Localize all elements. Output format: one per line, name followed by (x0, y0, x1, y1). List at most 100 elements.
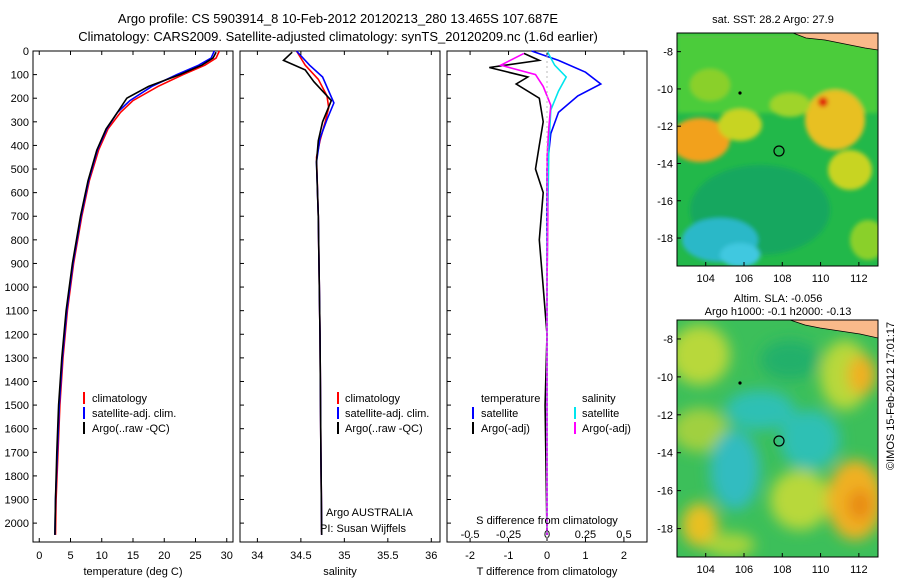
sst-map-field (677, 33, 878, 266)
x-tick-label: 104 (697, 564, 715, 576)
y-tick-label: 0 (23, 46, 29, 58)
x-tick-label: -1 (504, 550, 514, 562)
salinity-legend: climatology satellite-adj. clim. Argo(..… (337, 392, 429, 435)
series-line-argo-adj- (489, 52, 548, 535)
y-tick-label: 1800 (5, 471, 29, 483)
x-tick-label: 20 (158, 550, 170, 562)
x-tick-label: 15 (127, 550, 139, 562)
difference-panel: -2 -1 0 1 2 -0.5 -0.25 0 0.25 0.5 S difference fr… (446, 50, 648, 578)
y-tick-label: -12 (657, 121, 673, 133)
sst-map-axes: 104 106 108 110 112 -8 -10 -12 -14 -16 -18 (657, 47, 868, 285)
sla-map-frame (676, 319, 879, 558)
y-tick-label: -8 (663, 47, 673, 59)
y-tick-label: 2000 (5, 518, 29, 530)
x-tick-label: 30 (221, 550, 233, 562)
sst-map-frame (676, 32, 879, 267)
x-tick-label: 108 (773, 273, 791, 285)
y-tick-label: 1200 (5, 329, 29, 341)
y-tick-label: 1000 (5, 282, 29, 294)
y-tick-label: 1900 (5, 495, 29, 507)
legend-label-t-argo: Argo(-adj) (481, 423, 530, 435)
y-tick-label: -8 (663, 334, 673, 346)
x-tick-label: 5 (67, 550, 73, 562)
sst-map-panel: sat. SST: 28.2 Argo: 27.9 10 (657, 14, 879, 285)
y-tick-label: -12 (657, 410, 673, 422)
salinity-panel: 34 34.5 35 35.5 36 salinity climatology sate… (239, 50, 441, 578)
x-tick-label: 110 (812, 564, 830, 576)
x-tick-label: 2 (621, 550, 627, 562)
difference-legend: temperature satellite Argo(-adj) salinit… (472, 393, 631, 435)
copyright-timestamp: ©IMOS 15-Feb-2012 17:01:17 (885, 322, 897, 470)
temperature-axes: 0 5 10 15 20 25 300100200300400500600700800900… (5, 46, 233, 562)
x-tick-label: 1 (582, 550, 588, 562)
x-tick-label: 0 (544, 550, 550, 562)
y-tick-label: -16 (657, 196, 673, 208)
x-tick-label-s: 0 (544, 529, 550, 541)
previous-position-marker (738, 381, 742, 385)
salinity-xlabel: salinity (323, 566, 357, 578)
y-tick-label: -16 (657, 486, 673, 498)
y-tick-label: 900 (11, 258, 29, 270)
y-tick-label: -10 (657, 84, 673, 96)
x-tick-label: 36 (425, 550, 437, 562)
figure-title: Argo profile: CS 5903914_8 10-Feb-2012 2… (118, 11, 559, 26)
x-tick-label-s: 0.5 (616, 529, 631, 541)
data-source-label: Argo AUSTRALIA (326, 507, 413, 519)
salinity-axes: 34 34.5 35 35.5 36 (240, 50, 437, 562)
s-difference-xlabel: S difference from climatology (476, 515, 618, 527)
y-tick-label: 600 (11, 188, 29, 200)
y-tick-label: 800 (11, 235, 29, 247)
y-tick-label: 400 (11, 140, 29, 152)
x-tick-label: -2 (465, 550, 475, 562)
y-tick-label: 700 (11, 211, 29, 223)
temperature-legend: climatology satellite-adj. clim. Argo(..… (83, 392, 176, 435)
x-tick-label: 10 (96, 550, 108, 562)
legend-title-salinity: salinity (582, 393, 616, 405)
x-tick-label: 106 (735, 564, 753, 576)
sla-map-subtitle: Argo h1000: -0.1 h2000: -0.13 (705, 306, 852, 318)
x-tick-label: 106 (735, 273, 753, 285)
x-tick-label: 34 (251, 550, 263, 562)
sla-map-field (677, 320, 878, 557)
y-tick-label: 100 (11, 70, 29, 82)
temperature-panel: 0 5 10 15 20 25 300100200300400500600700800900… (5, 46, 234, 578)
figure-subtitle: Climatology: CARS2009. Satellite-adjuste… (78, 29, 598, 44)
legend-label-s-argo: Argo(-adj) (582, 423, 631, 435)
y-tick-label: 200 (11, 93, 29, 105)
series-line-argo-raw-qc- (54, 51, 217, 535)
series-line-argo-raw-qc- (282, 51, 333, 535)
y-tick-label: 1700 (5, 447, 29, 459)
x-tick-label: 35.5 (377, 550, 398, 562)
y-tick-label: -18 (657, 233, 673, 245)
legend-label-argo: Argo(..raw -QC) (345, 423, 423, 435)
land-mass (789, 320, 878, 339)
legend-label-satellite: satellite-adj. clim. (345, 408, 429, 420)
x-tick-label-s: -0.25 (496, 529, 521, 541)
x-tick-label: 34.5 (290, 550, 311, 562)
sla-map-title: Altim. SLA: -0.056 (734, 293, 823, 305)
temperature-series (54, 50, 221, 535)
y-tick-label: -14 (657, 158, 673, 170)
x-tick-label: 108 (773, 564, 791, 576)
x-tick-label: 0 (36, 550, 42, 562)
y-tick-label: 1600 (5, 424, 29, 436)
argo-position-marker (773, 145, 785, 157)
y-tick-label: 1500 (5, 400, 29, 412)
y-tick-label: 300 (11, 117, 29, 129)
x-tick-label: 25 (189, 550, 201, 562)
y-tick-label: 1100 (5, 306, 29, 318)
legend-label-argo: Argo(..raw -QC) (92, 423, 170, 435)
y-tick-label: -18 (657, 524, 673, 536)
legend-title-temperature: temperature (481, 393, 540, 405)
difference-axes: -2 -1 0 1 2 -0.5 -0.25 0 0.25 0.5 (447, 50, 632, 562)
y-tick-label: 500 (11, 164, 29, 176)
y-tick-label: 1400 (5, 376, 29, 388)
x-tick-label: 110 (812, 273, 830, 285)
x-tick-label: 104 (697, 273, 715, 285)
y-tick-label: 1300 (5, 353, 29, 365)
legend-label-satellite: satellite-adj. clim. (92, 408, 176, 420)
salinity-axes-box (239, 50, 441, 543)
land-mass (792, 33, 878, 51)
legend-label-climatology: climatology (345, 393, 401, 405)
